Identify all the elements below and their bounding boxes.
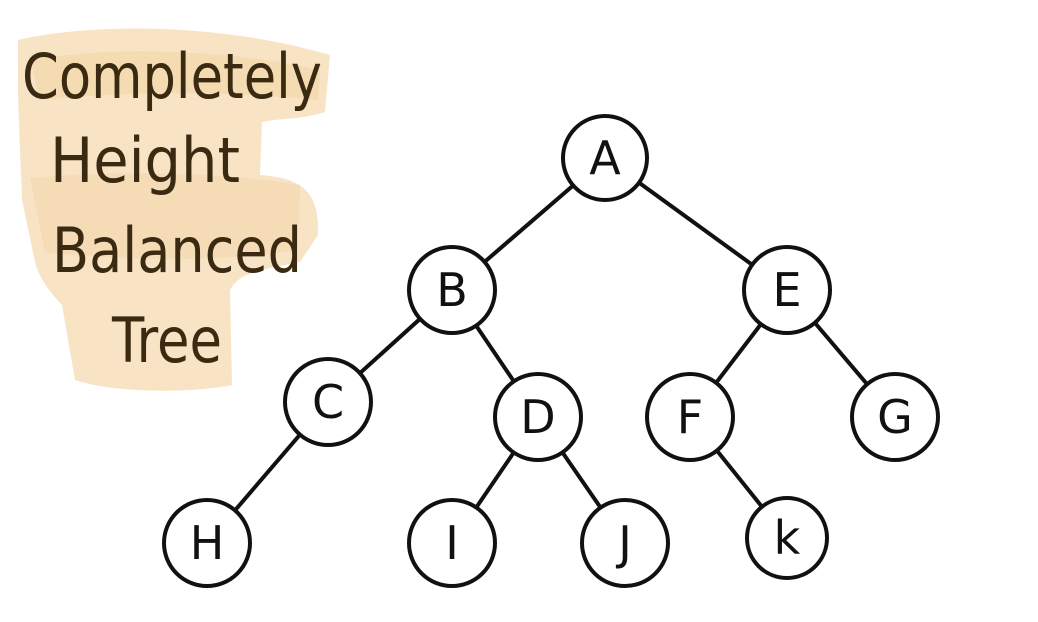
node-circle <box>407 498 497 588</box>
node-label: H <box>190 516 225 570</box>
node-label: F <box>677 390 703 444</box>
node-circle <box>162 498 252 588</box>
node-label: A <box>589 131 621 185</box>
node-circle <box>493 372 583 462</box>
node-circle <box>561 114 649 202</box>
node-label: B <box>436 263 468 317</box>
node-h: H <box>162 498 252 588</box>
title-line-1: Completely <box>22 40 322 113</box>
node-label: D <box>520 390 555 444</box>
title-highlight <box>18 28 330 391</box>
title-line-2: Height <box>50 124 240 197</box>
node-e: E <box>742 245 832 335</box>
node-c: C <box>283 357 373 447</box>
node-circle <box>283 357 373 447</box>
node-d: D <box>493 372 583 462</box>
node-b: B <box>407 245 497 335</box>
node-label: I <box>445 516 459 570</box>
node-circle <box>580 498 670 588</box>
node-a: A <box>561 114 649 202</box>
node-g: G <box>850 372 940 462</box>
node-label: J <box>615 516 632 570</box>
node-circle <box>645 372 735 462</box>
node-j: J <box>580 498 670 588</box>
node-label: C <box>312 375 344 429</box>
title: Completely Height Balanced Tree <box>22 40 322 377</box>
node-label: k <box>774 511 801 565</box>
title-line-4: Tree <box>111 304 222 377</box>
node-circle <box>742 245 832 335</box>
node-circle <box>850 372 940 462</box>
node-label: E <box>772 263 801 317</box>
node-f: F <box>645 372 735 462</box>
node-label: G <box>877 390 913 444</box>
node-i: I <box>407 498 497 588</box>
node-circle <box>407 245 497 335</box>
node-k: k <box>745 496 829 580</box>
node-circle <box>745 496 829 580</box>
title-line-3: Balanced <box>52 214 302 287</box>
